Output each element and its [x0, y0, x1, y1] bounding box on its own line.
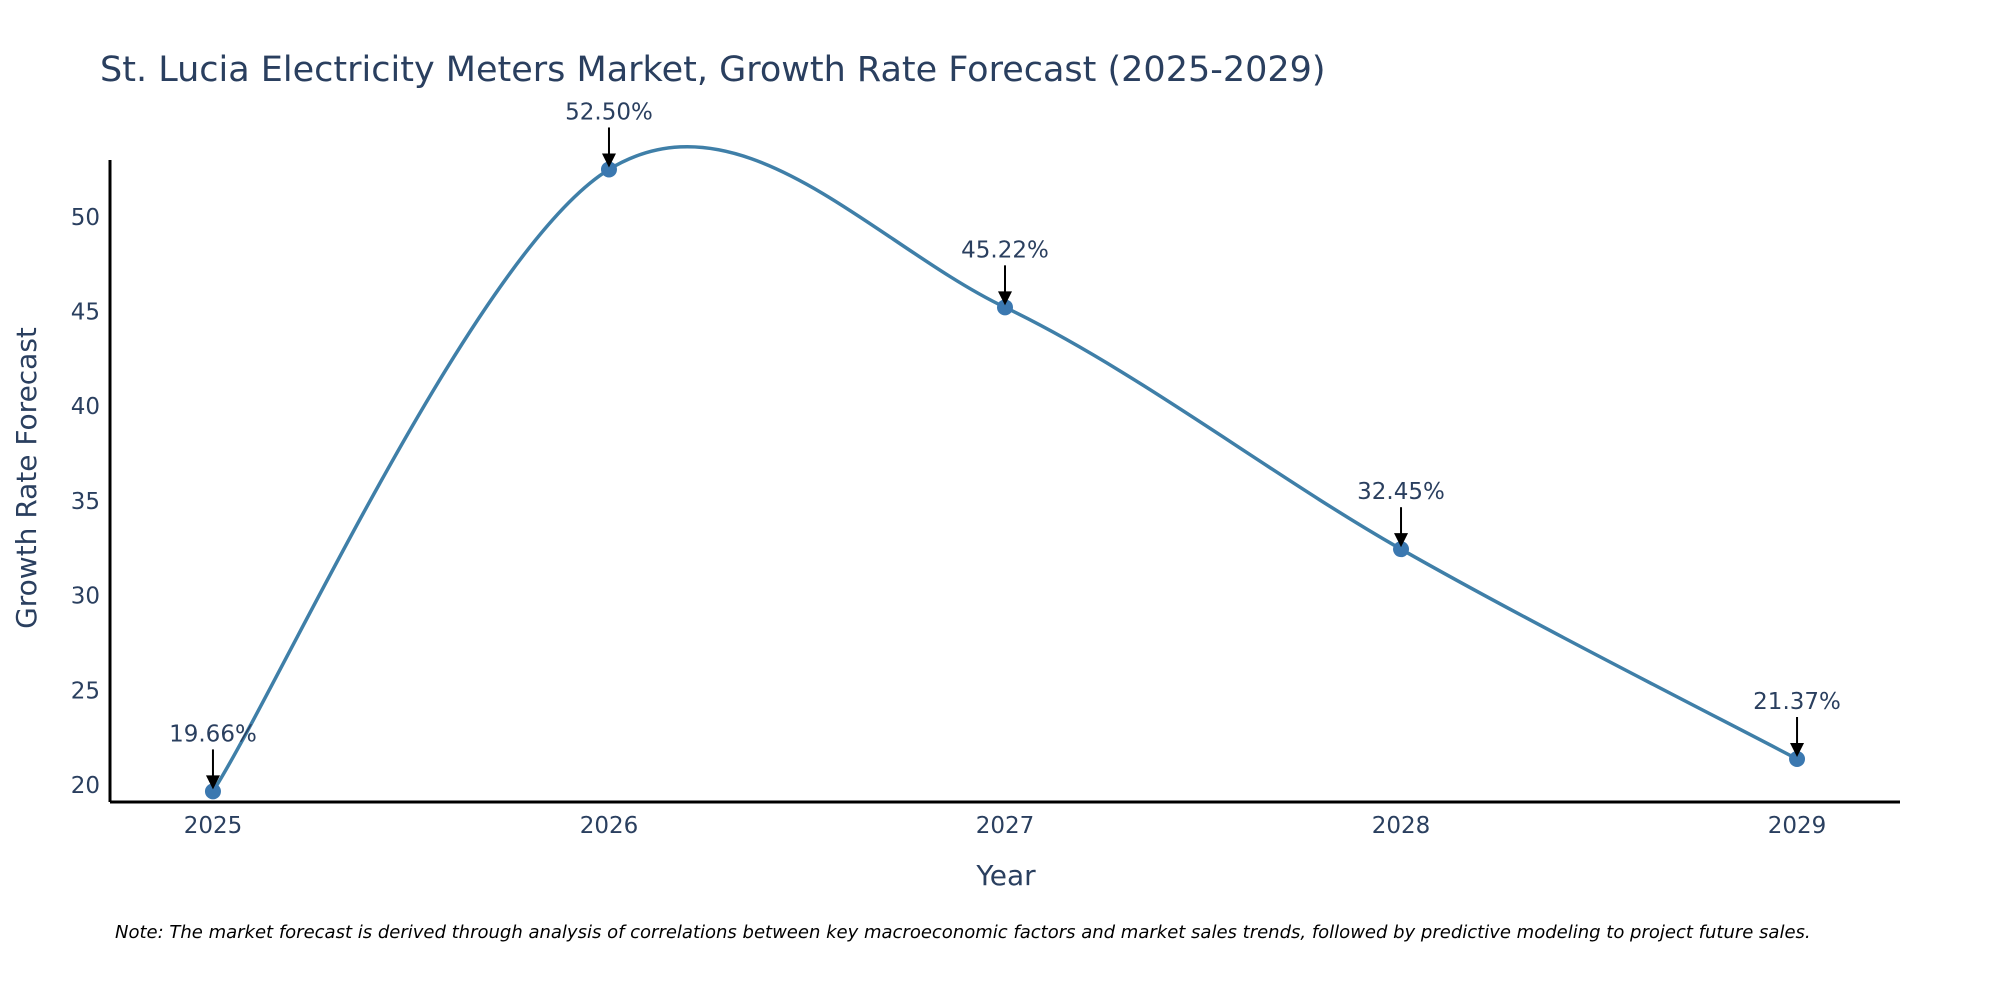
y-tick-label: 35 — [71, 489, 100, 515]
series-line — [211, 145, 1799, 794]
x-axis-title: Year — [975, 859, 1036, 892]
x-tick-label: 2025 — [184, 813, 243, 839]
chart-note: Note: The market forecast is derived thr… — [115, 922, 1811, 943]
x-tick-label: 2028 — [1372, 813, 1431, 839]
y-tick-label: 40 — [71, 394, 100, 420]
chart-title: St. Lucia Electricity Meters Market, Gro… — [100, 50, 1326, 90]
annotation-arrowhead — [1790, 743, 1805, 758]
y-tick-label: 45 — [71, 300, 100, 326]
annotation-arrowhead — [998, 291, 1012, 306]
y-tick-label: 50 — [71, 205, 100, 231]
y-tick-label: 20 — [71, 773, 100, 799]
x-tick-label: 2029 — [1768, 813, 1827, 839]
x-tick-label: 2026 — [580, 813, 639, 839]
data-label: 21.37% — [1753, 689, 1841, 715]
x-tick-label: 2027 — [976, 813, 1035, 839]
data-point-marker — [1789, 751, 1806, 768]
data-label: 19.66% — [169, 721, 257, 747]
y-tick-label: 30 — [71, 584, 100, 610]
data-label: 52.50% — [565, 99, 653, 125]
data-point-marker — [204, 783, 221, 800]
data-label: 32.45% — [1357, 479, 1445, 505]
data-point-marker — [997, 299, 1013, 316]
annotation-arrowhead — [1394, 533, 1409, 548]
data-label: 45.22% — [961, 237, 1049, 263]
data-label-layer: 19.66% 52.50% 45.22% 32.45% 21.37% — [169, 99, 1841, 790]
marker-layer — [204, 161, 1806, 800]
data-point-marker — [600, 161, 617, 178]
y-tick-label: 25 — [71, 678, 100, 704]
y-axis-title: Growth Rate Forecast — [10, 327, 43, 629]
annotation-arrowhead — [205, 775, 220, 790]
data-point-marker — [1393, 541, 1410, 558]
y-axis: 20 25 30 35 40 45 50 — [71, 160, 112, 802]
x-axis: 2025 2026 2027 2028 2029 — [110, 800, 1900, 839]
series-layer — [211, 145, 1799, 794]
annotation-arrowhead — [601, 153, 616, 168]
